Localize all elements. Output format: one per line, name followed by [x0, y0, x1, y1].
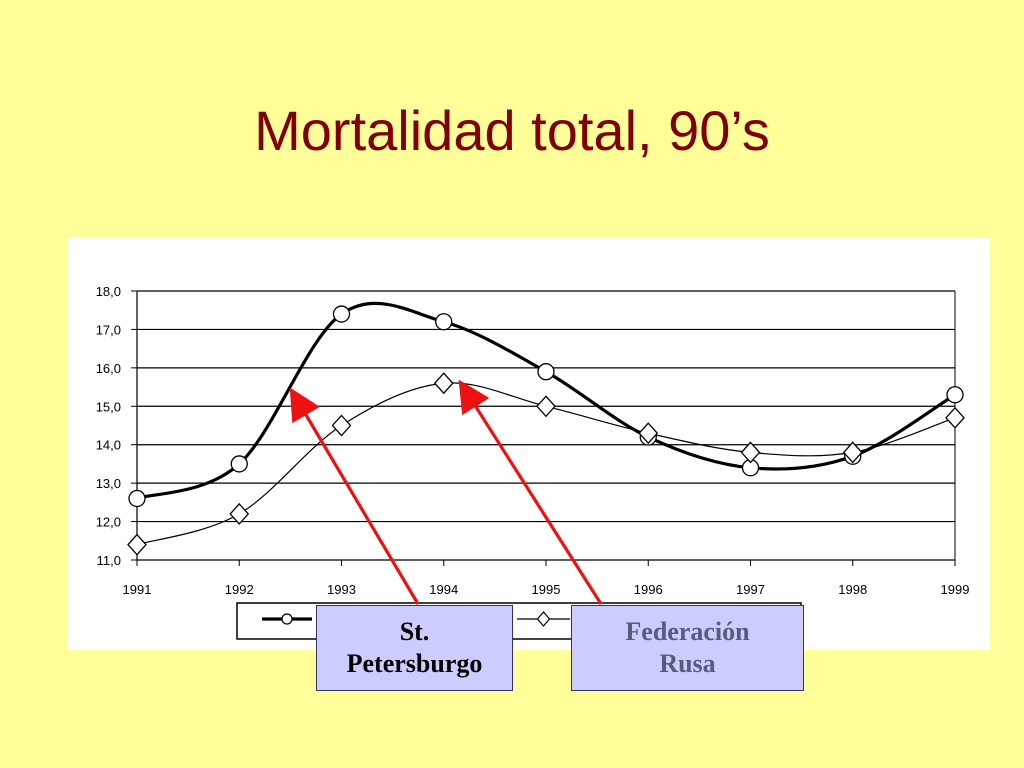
y-tick-label: 13,0 — [96, 476, 121, 491]
callout-st-petersburgo-line1: St. — [399, 617, 430, 646]
data-point-series-1 — [331, 414, 352, 437]
data-point-series-1 — [945, 406, 965, 429]
y-tick-label: 11,0 — [97, 553, 121, 568]
x-tick-label: 1996 — [634, 582, 663, 597]
x-tick-label: 1991 — [123, 582, 152, 597]
data-point-series-1 — [229, 502, 250, 525]
arrow-federacion-rusa — [458, 379, 603, 605]
data-point-series-0 — [946, 386, 964, 404]
y-tick-label: 16,0 — [96, 361, 121, 376]
data-point-series-1 — [740, 441, 761, 464]
data-point-series-1 — [842, 441, 863, 464]
data-point-series-1 — [638, 422, 659, 445]
callout-federacion-rusa-line1: Federación — [625, 617, 750, 646]
x-tick-label: 1995 — [532, 582, 561, 597]
x-tick-label: 1993 — [327, 582, 356, 597]
data-point-series-1 — [433, 372, 454, 395]
arrow-st-petersburgo — [289, 387, 420, 605]
x-tick-label: 1997 — [736, 582, 765, 597]
data-point-series-0 — [128, 489, 146, 508]
x-tick-label: 1992 — [225, 582, 254, 597]
x-tick-label: 1999 — [941, 582, 970, 597]
legend-marker-series-1 — [536, 611, 551, 627]
x-tick-label: 1998 — [838, 582, 867, 597]
data-point-series-1 — [536, 395, 556, 418]
data-point-series-0 — [537, 363, 555, 381]
chart-panel — [68, 238, 990, 650]
legend-marker-series-0 — [281, 613, 293, 625]
y-tick-label: 15,0 — [96, 399, 121, 414]
data-point-series-0 — [332, 305, 351, 323]
data-point-series-0 — [230, 455, 248, 473]
y-tick-label: 18,0 — [96, 284, 121, 299]
callout-federacion-rusa: Federación Rusa — [571, 605, 804, 691]
y-tick-label: 12,0 — [96, 515, 121, 530]
x-tick-label: 1994 — [429, 582, 458, 597]
data-point-series-1 — [127, 533, 147, 556]
y-tick-label: 14,0 — [96, 438, 121, 453]
callout-st-petersburgo-line2: Petersburgo — [346, 649, 483, 678]
y-tick-label: 17,0 — [96, 322, 121, 337]
data-point-series-0 — [435, 313, 453, 331]
slide-title: Mortalidad total, 90’s — [254, 99, 770, 162]
callout-st-petersburgo: St. Petersburgo — [316, 605, 513, 691]
callout-federacion-rusa-line2: Rusa — [659, 649, 716, 678]
